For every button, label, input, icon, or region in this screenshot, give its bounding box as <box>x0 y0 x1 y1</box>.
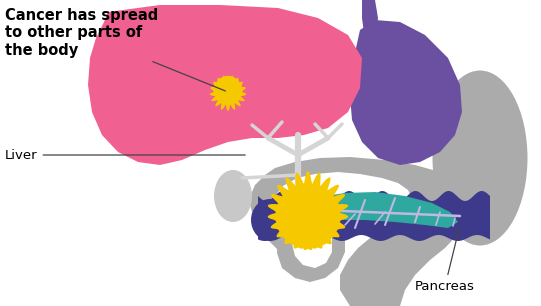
Polygon shape <box>350 20 462 165</box>
Ellipse shape <box>251 199 289 241</box>
Text: Cancer has spread
to other parts of
the body: Cancer has spread to other parts of the … <box>5 8 226 91</box>
Ellipse shape <box>214 170 252 222</box>
Polygon shape <box>292 223 332 268</box>
Polygon shape <box>210 76 246 111</box>
Polygon shape <box>312 192 458 228</box>
Polygon shape <box>88 5 362 165</box>
Polygon shape <box>362 0 378 55</box>
Ellipse shape <box>432 70 527 245</box>
Text: Liver: Liver <box>5 148 245 162</box>
Polygon shape <box>277 213 345 282</box>
Polygon shape <box>250 157 468 306</box>
Polygon shape <box>268 171 348 250</box>
Polygon shape <box>258 191 490 241</box>
Text: Pancreas: Pancreas <box>415 228 475 293</box>
